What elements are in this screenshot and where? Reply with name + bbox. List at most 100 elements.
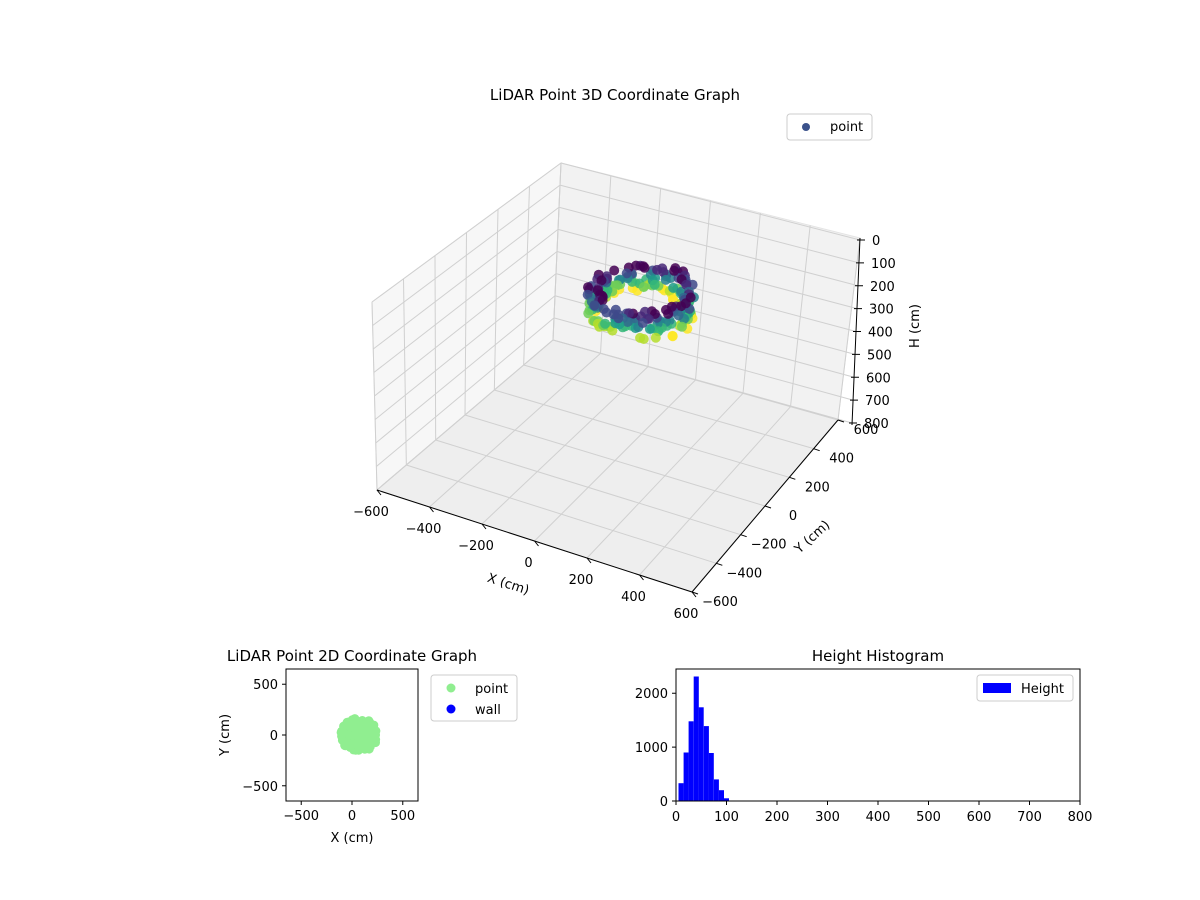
y-tick-label: −400 bbox=[726, 566, 762, 581]
y-gridline-floor bbox=[523, 364, 814, 450]
z-gridline-back bbox=[557, 228, 858, 310]
z-gridline-back bbox=[552, 339, 853, 424]
z-gridline-left bbox=[373, 228, 559, 373]
y-tick-label: 200 bbox=[805, 480, 830, 495]
z-gridline-left bbox=[371, 162, 562, 303]
chart-2d-y-label: Y (cm) bbox=[218, 714, 233, 757]
z-tick-label: 0 bbox=[872, 234, 880, 249]
chart-3d: LiDAR Point 3D Coordinate Graph −600 −400… bbox=[353, 86, 923, 622]
point-3d bbox=[621, 268, 632, 279]
z-gridline-back bbox=[560, 162, 861, 241]
point-3d bbox=[667, 330, 678, 341]
y-gridline-floor bbox=[435, 439, 741, 536]
point-3d bbox=[660, 274, 671, 285]
y-tick-mark bbox=[789, 476, 796, 480]
point-2d bbox=[365, 742, 375, 752]
y-tick-label: 600 bbox=[854, 423, 879, 438]
histogram-legend: Height bbox=[976, 674, 1074, 702]
histogram-bar bbox=[698, 707, 704, 801]
chart-3d-legend: point bbox=[786, 113, 873, 141]
histogram-bar bbox=[683, 752, 689, 801]
point-3d bbox=[638, 282, 649, 293]
chart-3d-title: LiDAR Point 3D Coordinate Graph bbox=[490, 86, 740, 104]
z-gridline-back bbox=[558, 206, 859, 287]
y-tick-mark bbox=[813, 448, 820, 452]
z-gridline-back bbox=[559, 184, 860, 264]
chart-2d-legend-point-label: point bbox=[475, 682, 508, 697]
y-gridline-floor bbox=[494, 389, 790, 478]
chart-2d-title: LiDAR Point 2D Coordinate Graph bbox=[227, 647, 477, 665]
z-tick-label: 500 bbox=[867, 348, 892, 363]
z-tick-label: 100 bbox=[871, 257, 896, 272]
x-tick-mark bbox=[691, 591, 697, 598]
y-tick-mark bbox=[837, 419, 845, 423]
chart-2d-legend-wall-label: wall bbox=[475, 703, 501, 718]
point-3d bbox=[658, 267, 669, 278]
z-tick-label: 300 bbox=[869, 303, 894, 318]
z-tick-label: 700 bbox=[865, 394, 890, 409]
z-tick-label: 400 bbox=[868, 326, 893, 341]
x-tick-label: 400 bbox=[621, 590, 646, 605]
x-tick-label: 600 bbox=[674, 607, 699, 622]
y-tick-label: 2000 bbox=[635, 687, 668, 702]
x-tick-label: 0 bbox=[524, 556, 532, 571]
y-tick-label: −600 bbox=[702, 595, 738, 610]
x-tick-mark bbox=[481, 523, 487, 530]
x-tick-label: 700 bbox=[1017, 810, 1042, 825]
chart-3d-x-label: X (cm) bbox=[485, 571, 531, 599]
y-tick-label: 0 bbox=[660, 795, 668, 810]
chart-histogram: Height Histogram 0 100 200 300 400 500 600 700 8… bbox=[635, 647, 1093, 825]
point-3d bbox=[600, 318, 611, 329]
y-tick-label: −200 bbox=[751, 538, 787, 553]
chart-2d-points bbox=[336, 714, 381, 755]
chart-3d-legend-box bbox=[786, 113, 873, 141]
histogram-bar bbox=[708, 753, 714, 801]
point-2d bbox=[348, 720, 357, 730]
histogram-bar bbox=[713, 779, 719, 801]
x-tick-label: −600 bbox=[353, 505, 389, 520]
histogram-bar bbox=[693, 676, 699, 801]
x-tick-label: 0 bbox=[348, 809, 356, 824]
histogram-ticks: 0 100 200 300 400 500 600 700 800 0 1000 2000 bbox=[635, 687, 1093, 825]
x-gridline-back bbox=[790, 225, 811, 407]
z-gridline-back bbox=[553, 317, 854, 401]
z-gridline-left bbox=[374, 251, 558, 397]
x-tick-mark bbox=[376, 489, 382, 496]
chart-2d-legend-wall-marker bbox=[446, 704, 456, 714]
point-3d bbox=[608, 309, 619, 320]
point-2d bbox=[341, 730, 351, 740]
chart-2d-legend: point wall bbox=[430, 674, 518, 722]
x-tick-label: 400 bbox=[866, 810, 891, 825]
point-2d bbox=[351, 739, 361, 749]
x-tick-label: 800 bbox=[1068, 810, 1093, 825]
point-3d bbox=[609, 265, 620, 276]
point-3d bbox=[583, 282, 593, 293]
histogram-bar bbox=[678, 783, 684, 801]
point-3d bbox=[635, 332, 646, 343]
chart-2d-x-label: X (cm) bbox=[331, 831, 374, 846]
histogram-legend-swatch bbox=[983, 683, 1011, 693]
x-tick-label: 200 bbox=[569, 573, 594, 588]
point-3d bbox=[589, 300, 600, 311]
y-tick-label: 500 bbox=[253, 678, 278, 693]
y-tick-mark bbox=[764, 505, 772, 509]
y-tick-label: 1000 bbox=[635, 741, 668, 756]
x-tick-label: 600 bbox=[967, 810, 992, 825]
chart-3d-y-label: Y (cm) bbox=[791, 518, 833, 558]
histogram-title: Height Histogram bbox=[812, 647, 944, 665]
x-tick-label: 500 bbox=[390, 809, 415, 824]
x-tick-label: −400 bbox=[406, 522, 442, 537]
z-gridline-left bbox=[375, 295, 556, 444]
z-tick-label: 200 bbox=[870, 280, 895, 295]
point-3d bbox=[649, 279, 660, 290]
point-3d bbox=[668, 282, 679, 293]
point-3d bbox=[673, 310, 684, 321]
chart-3d-legend-marker bbox=[802, 123, 810, 131]
point-3d bbox=[597, 295, 608, 306]
chart-3d-z-label: H (cm) bbox=[908, 304, 923, 348]
x-gridline-back bbox=[837, 237, 861, 421]
x-tick-label: −200 bbox=[458, 539, 494, 554]
y-tick-mark bbox=[691, 591, 699, 595]
z-gridline-back bbox=[556, 251, 857, 332]
z-tick-label: 800 bbox=[864, 417, 889, 432]
